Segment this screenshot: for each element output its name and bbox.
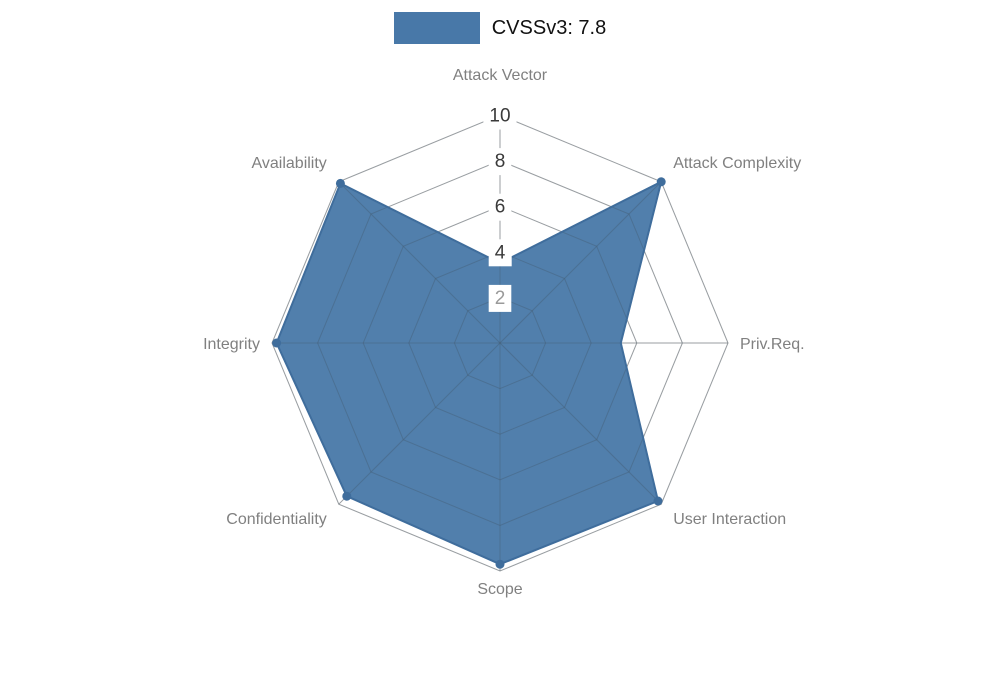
axis-label-user-interaction: User Interaction — [673, 511, 786, 528]
tick-box-8 — [488, 148, 512, 176]
axis-label-confidentiality: Confidentiality — [226, 511, 327, 528]
tick-label-4: 4 — [495, 242, 506, 263]
tick-label-2: 2 — [495, 288, 506, 309]
axis-label-priv-req: Priv.Req. — [740, 336, 805, 353]
marker-availability — [335, 178, 345, 188]
tick-box-10 — [483, 102, 517, 130]
radar-series-fill — [276, 181, 662, 565]
tick-box-6 — [488, 193, 512, 221]
tick-box-4 — [488, 239, 512, 267]
tick-label-10: 10 — [489, 106, 510, 127]
tick-label-6: 6 — [495, 197, 506, 218]
legend-swatch — [393, 12, 480, 44]
marker-confidentiality — [342, 491, 352, 501]
marker-scope — [495, 559, 505, 569]
legend-label: CVSSv3: 7.8 — [491, 17, 607, 39]
tick-box-2 — [488, 284, 512, 312]
marker-attack-complexity — [656, 177, 666, 187]
axis-label-availability: Availability — [252, 155, 327, 172]
axis-label-attack-complexity: Attack Complexity — [673, 155, 801, 172]
marker-user-interaction — [653, 496, 663, 506]
axis-label-scope: Scope — [477, 581, 522, 598]
marker-integrity — [272, 338, 282, 348]
tick-label-8: 8 — [495, 151, 506, 172]
axis-label-attack-vector: Attack Vector — [453, 67, 548, 84]
axis-label-integrity: Integrity — [203, 336, 260, 353]
chart-legend: CVSSv3: 7.8 — [0, 12, 1000, 44]
